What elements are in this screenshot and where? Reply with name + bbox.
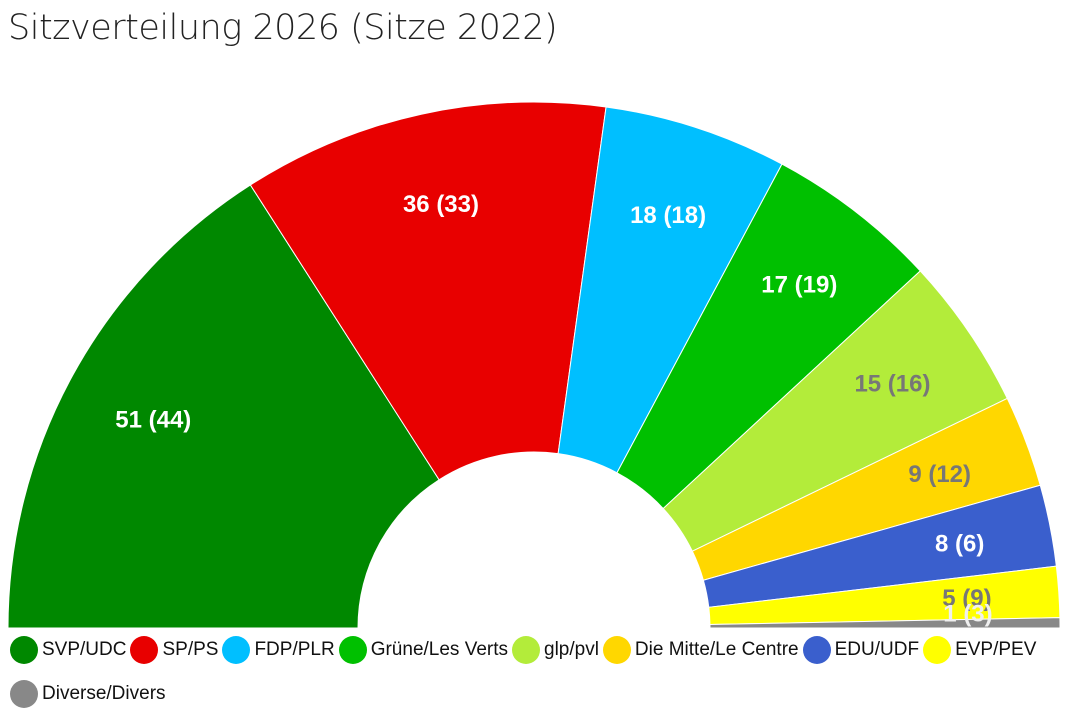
- legend-label: glp/pvl: [544, 639, 599, 660]
- legend-item: EVP/PEV: [923, 634, 1036, 666]
- slice-diverse-divers: [709, 617, 1061, 629]
- data-label: 1 (3): [943, 601, 992, 628]
- legend-item: Diverse/Divers: [10, 678, 166, 710]
- legend-item: glp/pvl: [512, 634, 599, 666]
- legend-swatch-icon: [130, 636, 159, 664]
- slice-sp-ps: [249, 101, 607, 481]
- chart-title: Sitzverteilung 2026 (Sitze 2022): [8, 8, 558, 48]
- legend-swatch-icon: [512, 636, 540, 664]
- legend-label: SP/PS: [162, 639, 219, 660]
- legend-item: SVP/UDC: [10, 634, 126, 666]
- legend: SVP/UDC SP/PS FDP/PLR Grüne/Les Verts glp/pv…: [10, 634, 1060, 710]
- data-label: 36 (33): [403, 191, 479, 218]
- data-label: 18 (18): [630, 202, 706, 229]
- legend-item: Die Mitte/Le Centre: [602, 634, 799, 666]
- data-label: 17 (19): [761, 272, 837, 299]
- legend-swatch-icon: [338, 636, 367, 664]
- legend-label: FDP/PLR: [254, 639, 335, 660]
- legend-label: Diverse/Divers: [42, 683, 166, 704]
- legend-label: SVP/UDC: [42, 639, 127, 660]
- data-label: 5 (9): [942, 585, 991, 612]
- data-label: 8 (6): [935, 530, 984, 557]
- legend-swatch-icon: [802, 636, 831, 664]
- legend-swatch-icon: [222, 636, 251, 664]
- legend-label: EDU/UDF: [834, 639, 920, 660]
- data-label: 15 (16): [854, 370, 930, 397]
- legend-item: EDU/UDF: [802, 634, 920, 666]
- data-label: 9 (12): [908, 461, 971, 488]
- legend-swatch-icon: [10, 636, 38, 664]
- legend-swatch-icon: [602, 636, 631, 664]
- legend-label: Die Mitte/Le Centre: [634, 639, 799, 660]
- legend-item: SP/PS: [130, 634, 218, 666]
- legend-swatch-icon: [923, 636, 952, 664]
- legend-item: FDP/PLR: [222, 634, 335, 666]
- slice-svp-udc: [7, 184, 440, 629]
- legend-label: EVP/PEV: [955, 639, 1037, 660]
- legend-swatch-icon: [10, 680, 38, 708]
- data-label: 51 (44): [115, 407, 191, 434]
- legend-label: Grüne/Les Verts: [370, 639, 508, 660]
- legend-item: Grüne/Les Verts: [338, 634, 508, 666]
